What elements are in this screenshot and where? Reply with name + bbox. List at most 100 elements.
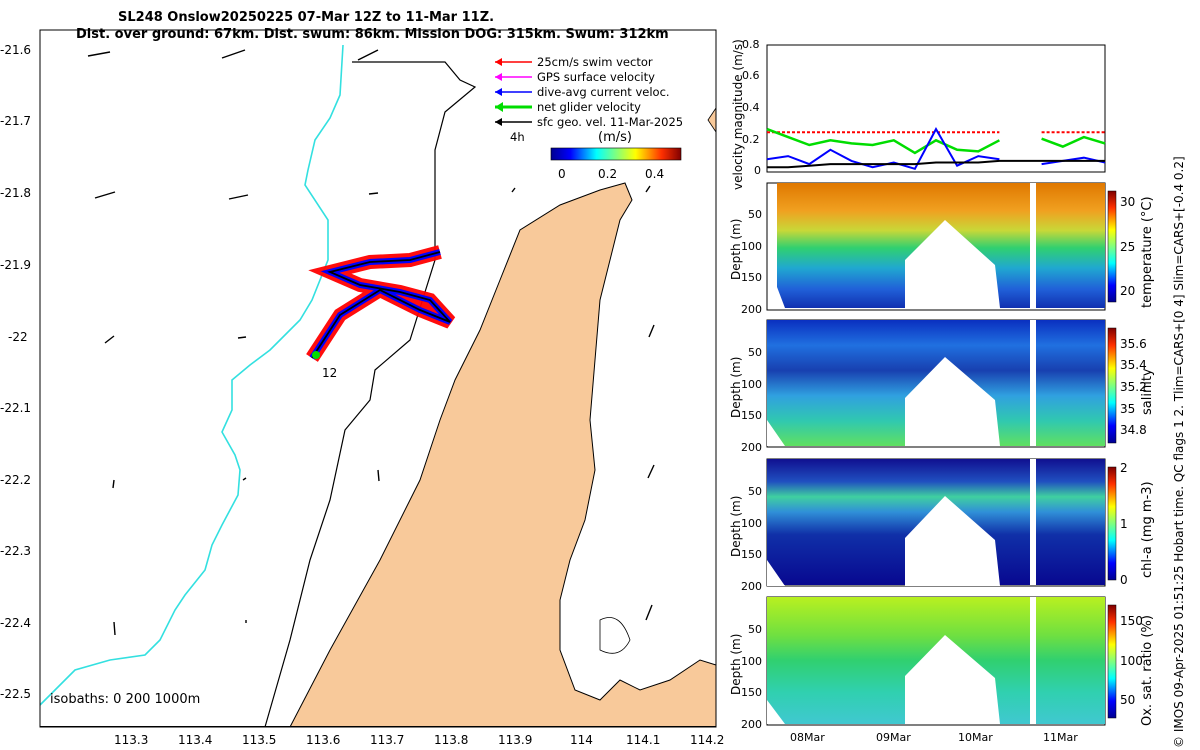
depth-tick: 150 — [741, 409, 762, 422]
chl-cbar-label: chl-a (mg m-3) — [1140, 481, 1155, 578]
legend-swim-vector: 25cm/s swim vector — [537, 55, 653, 69]
velocity-series-line — [766, 127, 1106, 155]
velocity-colorbar — [550, 147, 682, 161]
oxygen-colorbar — [1107, 604, 1117, 719]
legend-interval: 4h — [510, 130, 525, 144]
isobath-200 — [264, 61, 477, 728]
depth-tick: 150 — [741, 548, 762, 561]
lon-tick: 113.6 — [306, 733, 341, 747]
chl-field — [1036, 459, 1105, 585]
legend-dive-avg: dive-avg current veloc. — [537, 85, 670, 99]
lon-tick: 113.8 — [434, 733, 469, 747]
temperature-ylabel: Depth (m) — [729, 218, 743, 280]
oxygen-seafloor — [767, 635, 1000, 724]
vel-ytick: 0.6 — [742, 69, 760, 82]
vel-ytick: 0.2 — [742, 133, 760, 146]
sal-cbar-tick: 35.2 — [1120, 380, 1147, 394]
depth-tick: 100 — [741, 378, 762, 391]
vel-ylabel: velocity magnitude (m/s) — [731, 39, 745, 190]
depth-tick: 150 — [741, 686, 762, 699]
lon-tick: 114 — [570, 733, 593, 747]
lon-tick: 113.4 — [178, 733, 213, 747]
temperature-colorbar — [1107, 190, 1117, 303]
oxygen-field — [1036, 597, 1105, 724]
legend-gps-velocity: GPS surface velocity — [537, 70, 655, 84]
ox-cbar-tick: 50 — [1120, 693, 1136, 707]
depth-tick: 200 — [741, 441, 762, 454]
lat-tick: -22 — [8, 330, 28, 344]
velocity-series-line — [767, 159, 1105, 169]
depth-tick: 150 — [741, 271, 762, 284]
colorbar-tick: 0.2 — [598, 167, 618, 181]
lon-tick: 113.9 — [498, 733, 533, 747]
salinity-colorbar — [1107, 327, 1117, 444]
depth-tick: 50 — [748, 346, 762, 359]
colorbar-tick: 0.4 — [645, 167, 665, 181]
salinity-field — [1036, 320, 1105, 446]
chl-colorbar — [1107, 466, 1117, 581]
vel-ytick: 0 — [754, 164, 761, 177]
date-tick: 09Mar — [876, 731, 911, 744]
plot-title-line2: Dist. over ground: 67km. Dist. swum: 86k… — [76, 27, 669, 42]
colorbar-title: (m/s) — [598, 130, 632, 145]
lat-tick: -22.2 — [0, 473, 32, 487]
lat-tick: -22.1 — [0, 401, 32, 415]
depth-tick: 200 — [741, 303, 762, 316]
depth-tick: 100 — [741, 655, 762, 668]
legend-sfc-geo: sfc geo. vel. 11-Mar-2025 — [537, 115, 684, 129]
depth-tick: 100 — [741, 240, 762, 253]
track-start-label: 12 — [322, 366, 337, 380]
depth-tick: 200 — [741, 718, 762, 731]
sal-cbar-tick: 35.6 — [1120, 337, 1147, 351]
chl-cbar-tick: 1 — [1120, 517, 1128, 531]
ox-cbar-label: Ox. sat. ratio (%) — [1140, 615, 1155, 726]
isobath-1000 — [39, 44, 344, 706]
lon-tick: 114.1 — [626, 733, 661, 747]
land-mass — [289, 182, 717, 728]
glider-track — [306, 245, 456, 362]
depth-tick: 50 — [748, 485, 762, 498]
sfc-velocity-arrows — [87, 49, 655, 636]
lon-tick: 113.3 — [114, 733, 149, 747]
lon-tick: 114.2 — [690, 733, 725, 747]
chl-cbar-tick: 0 — [1120, 573, 1128, 587]
temperature-seafloor — [777, 220, 1000, 308]
vel-ytick: 0.8 — [742, 38, 760, 51]
oxygen-ylabel: Depth (m) — [729, 633, 743, 695]
lon-tick: 113.7 — [370, 733, 405, 747]
lat-tick: -22.5 — [0, 687, 32, 701]
sal-cbar-label: salinity — [1140, 368, 1155, 415]
date-tick: 10Mar — [958, 731, 993, 744]
chl-cbar-tick: 2 — [1120, 461, 1128, 475]
depth-tick: 50 — [748, 623, 762, 636]
date-tick: 08Mar — [790, 731, 825, 744]
salinity-seafloor — [767, 357, 1000, 446]
sal-cbar-tick: 35.4 — [1120, 358, 1147, 372]
island — [599, 617, 631, 654]
colorbar-tick: 0 — [558, 167, 566, 181]
sal-cbar-tick: 34.8 — [1120, 423, 1147, 437]
vel-ytick: 0.4 — [742, 101, 760, 114]
velocity-axes — [766, 44, 1106, 173]
depth-tick: 50 — [748, 208, 762, 221]
ox-cbar-tick: 100 — [1120, 654, 1143, 668]
temp-cbar-label: temperature (°C) — [1140, 196, 1155, 308]
sal-cbar-tick: 35 — [1120, 402, 1136, 416]
depth-tick: 200 — [741, 580, 762, 593]
salinity-ylabel: Depth (m) — [729, 356, 743, 418]
temperature-field — [1036, 183, 1105, 308]
temp-cbar-tick: 25 — [1120, 240, 1136, 254]
chl-ylabel: Depth (m) — [729, 495, 743, 557]
lat-tick: -22.4 — [0, 616, 32, 630]
date-tick: 11Mar — [1043, 731, 1078, 744]
chl-seafloor — [767, 496, 1000, 586]
imos-side-note: © IMOS 09-Apr-2025 01:51:25 Hobart time.… — [1172, 156, 1186, 748]
lat-tick: -21.6 — [0, 43, 32, 57]
lat-tick: -21.7 — [0, 114, 32, 128]
temp-cbar-tick: 20 — [1120, 284, 1136, 298]
temp-cbar-tick: 30 — [1120, 195, 1136, 209]
ox-cbar-tick: 150 — [1120, 614, 1143, 628]
velocity-series — [766, 127, 1106, 170]
